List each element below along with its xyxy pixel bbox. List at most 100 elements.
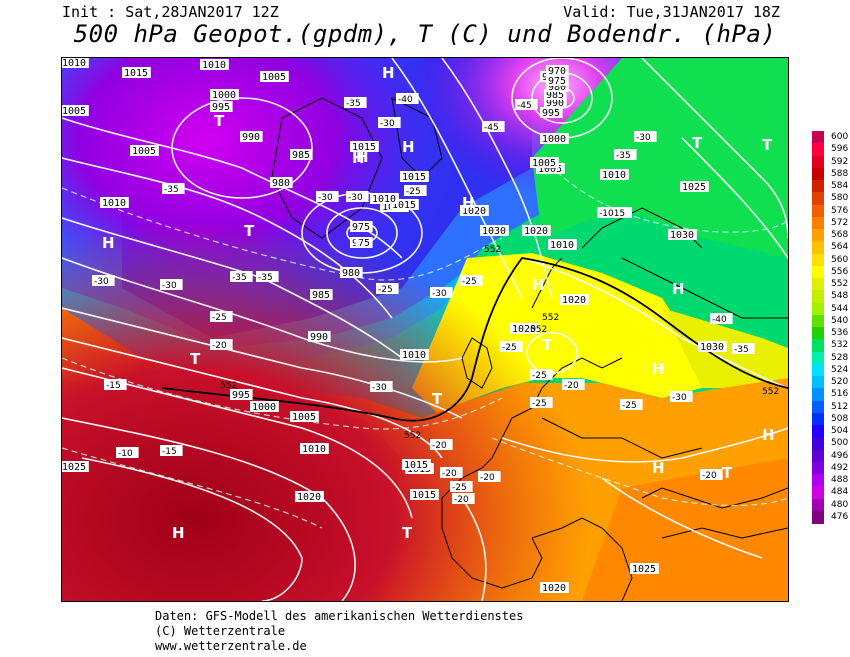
pressure-label-box [62,105,89,116]
temperature-label-box [530,397,553,408]
temperature-label: -40 [712,315,727,325]
pressure-label-box [370,193,399,204]
pressure-label: 1005 [132,146,156,157]
temperature-label-box [210,311,233,322]
pressure-label: 1015 [392,200,416,211]
temperature-label-box [450,481,473,492]
colorbar-label: 520 [831,377,849,388]
low-pressure-marker: T [214,112,225,130]
temperature-label-box [210,339,233,350]
temperature-label: -35 [734,345,749,355]
temperature-label-box [404,185,427,196]
footer-source: Daten: GFS-Modell des amerikanischen Wet… [155,609,524,623]
pressure-label: 1020 [524,226,548,237]
temperature-label-box [710,313,733,324]
temperature-label-box [344,97,367,108]
high-pressure-marker: H [462,194,475,212]
colorbar-label: 524 [831,364,849,375]
pressure-label-box [522,225,551,236]
colorbar-swatch [812,302,824,316]
high-pressure-marker: H [672,280,685,298]
pressure-label: 1005 [292,412,316,423]
weather-map: 1010 1015 1010 1005 1000 995 990 985 980 1005 1005… [61,57,789,602]
temperature-label-box [562,379,585,390]
pressure-label-box [402,459,431,470]
pressure-label: 1025 [682,182,706,193]
pressure-label: 1005 [62,106,86,117]
pressure-label-box [480,225,509,236]
pressure-label: 1010 [372,194,396,205]
high-pressure-marker: H [352,149,365,167]
pressure-label-box [410,489,439,500]
temperature-label: -30 [672,393,687,403]
pressure-label-box [250,401,279,412]
geopot-label: 552 [484,245,501,255]
colorbar-label: 488 [831,475,849,486]
pressure-label-box [400,349,429,360]
pressure-label-box [546,81,569,92]
colorbar-label: 568 [831,230,849,241]
temperature-label-box [230,271,253,282]
colorbar-label: 484 [831,487,849,498]
temperature-label-box [460,275,483,286]
colorbar-label: 572 [831,217,849,228]
low-pressure-marker: T [692,134,703,152]
pressure-label-box [210,101,233,112]
geopot-label: 552 [762,387,779,397]
temperature-label: -25 [462,277,477,287]
pressure-label-box [540,107,563,118]
colorbar-label: 556 [831,266,849,277]
colorbar-swatch [812,449,824,463]
colorbar-label: 504 [831,426,849,437]
temperature-label: -25 [532,371,547,381]
colorbar-swatch [812,167,824,181]
pressure-label: 1010 [202,60,226,71]
temperature-label: -25 [622,401,637,411]
colorbar-swatch [812,486,824,499]
pressure-label: 995 [542,108,560,119]
low-pressure-marker: T [762,136,773,154]
colorbar-label: 564 [831,242,849,253]
temperature-label: -20 [564,381,579,391]
pressure-label-box [210,89,239,100]
high-pressure-marker: H [402,138,415,156]
pressure-label-box [130,145,159,156]
temperature-label-box [116,447,139,458]
pressure-label-box [260,71,289,82]
colorbar-swatch [812,143,824,156]
temperature-label: -35 [232,273,247,283]
temperature-label: -30 [94,277,109,287]
pressure-label-box [62,461,89,472]
colorbar-swatch [812,376,824,389]
low-pressure-marker: T [722,464,733,482]
temperature-label: -25 [532,399,547,409]
temperature-label: -25 [406,187,421,197]
temperature-label-box [162,183,185,194]
map-title: 500 hPa Geopot.(gpdm), T (C) und Bodendr… [73,20,777,48]
geopot-label: 552 [530,325,547,335]
temperature-label-box [530,369,553,380]
pressure-label-box [510,323,539,334]
pressure-label-box [544,97,567,108]
colorbar-swatch [812,290,824,303]
pressure-label-box [340,267,363,278]
colorbar-label: 552 [831,279,849,290]
temperature-label-box [500,341,523,352]
pressure-label-box [460,205,489,216]
temperature-label: -35 [616,151,631,161]
colorbar-label: 584 [831,181,849,192]
pressure-label: 1025 [62,462,86,473]
temperature-label: -20 [702,471,717,481]
pressure-label-box [308,331,331,342]
temperature-label-box [160,445,183,456]
colorbar-swatch [812,474,824,487]
temperature-label-box [732,343,755,354]
pressure-label: 1020 [297,492,321,503]
temperature-label-box [346,191,369,202]
valid-time: Valid: Tue,31JAN2017 18Z [563,3,780,21]
temperature-label: -30 [636,133,651,143]
geopot-label: 552 [220,381,237,391]
low-pressure-marker: T [352,234,363,252]
pressure-label: 980 [548,82,566,93]
init-time: Init : Sat,28JAN2017 12Z [62,3,279,21]
